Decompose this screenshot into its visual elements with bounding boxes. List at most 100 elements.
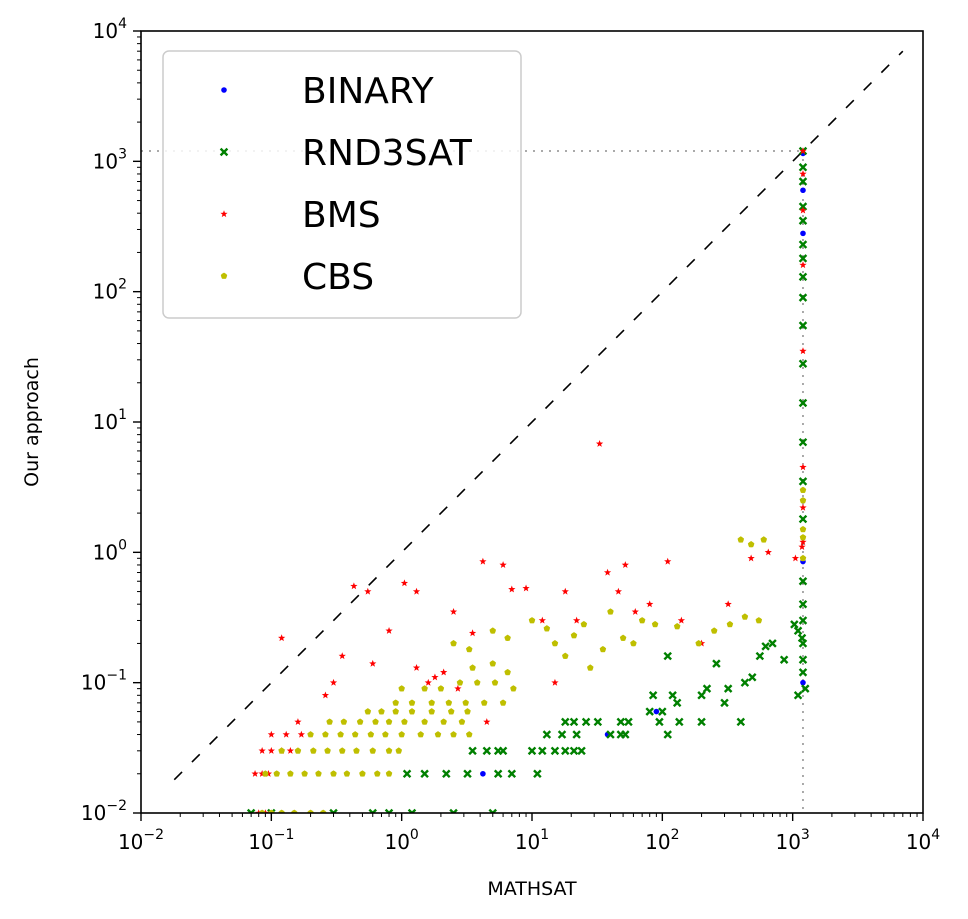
data-point-bms [798, 543, 806, 551]
data-point-bms [646, 600, 654, 608]
y-tick-label: 101 [93, 407, 127, 434]
data-point-rnd3sat [712, 659, 721, 668]
x-tick-label: 101 [515, 827, 549, 854]
data-point-rnd3sat [533, 769, 542, 779]
data-point-cbs [428, 699, 435, 706]
data-point-rnd3sat [736, 717, 746, 727]
data-point-cbs [395, 747, 402, 754]
data-point-cbs [504, 668, 511, 676]
data-point-cbs [421, 718, 428, 725]
data-point-cbs [382, 731, 389, 738]
data-point-rnd3sat [493, 769, 503, 779]
data-point-cbs [737, 536, 745, 543]
data-point-bms [412, 587, 421, 595]
data-point-bms [385, 627, 393, 634]
data-point-cbs [799, 554, 807, 562]
data-point-cbs [437, 685, 445, 692]
data-point-bms [440, 668, 448, 676]
data-point-cbs [755, 617, 763, 624]
data-point-cbs [799, 486, 807, 494]
data-point-rnd3sat [748, 673, 757, 682]
data-point-cbs [499, 699, 507, 706]
data-point-cbs [310, 747, 317, 754]
data-point-rnd3sat [329, 808, 338, 813]
data-point-bms [454, 684, 462, 692]
data-point-rnd3sat [538, 746, 547, 756]
data-point-cbs [385, 770, 393, 777]
y-tick-label: 100 [93, 537, 127, 564]
legend-label-cbs: CBS [302, 257, 374, 298]
legend: BINARY RND3SAT BMS CBS [162, 50, 522, 319]
data-point-cbs [551, 640, 559, 647]
data-point-rnd3sat [702, 684, 712, 693]
data-point-rnd3sat [606, 730, 615, 739]
data-point-bms [424, 678, 432, 686]
data-point-rnd3sat [798, 359, 808, 368]
data-point-rnd3sat [798, 655, 808, 664]
data-point-cbs [421, 685, 428, 692]
data-point-cbs [385, 718, 393, 725]
data-point-cbs [401, 718, 408, 725]
data-point-cbs [760, 536, 767, 543]
data-point-binary [800, 679, 806, 686]
data-point-rnd3sat [569, 717, 579, 727]
data-point-rnd3sat [569, 746, 579, 756]
data-point-cbs [392, 699, 399, 706]
data-point-bms [799, 206, 807, 214]
data-point-cbs [408, 708, 416, 715]
data-point-cbs [543, 625, 551, 632]
data-point-cbs [445, 699, 453, 706]
data-point-rnd3sat [482, 746, 492, 756]
data-point-cbs [356, 718, 364, 725]
data-point-rnd3sat [798, 437, 808, 447]
data-point-rnd3sat [402, 769, 412, 779]
data-point-bms [551, 678, 559, 686]
data-point-cbs [398, 685, 405, 692]
data-point-cbs [262, 770, 269, 777]
legend-marker-rnd3sat [219, 147, 229, 157]
data-point-rnd3sat [593, 717, 603, 727]
data-point-cbs [562, 652, 569, 659]
data-point-bms [267, 747, 275, 754]
data-point-rnd3sat [798, 163, 808, 172]
y-tick-label: 104 [93, 16, 127, 43]
x-tick-label: 10−1 [248, 827, 294, 854]
x-tick-label: 100 [384, 827, 418, 854]
data-point-bms [724, 600, 732, 608]
data-point-bms [595, 440, 604, 447]
data-point-rnd3sat [801, 684, 810, 693]
legend-marker-bms [220, 210, 228, 218]
data-point-rnd3sat [498, 746, 508, 756]
data-point-rnd3sat [527, 746, 537, 756]
data-point-cbs [580, 620, 588, 628]
y-axis-label: Our approach [21, 357, 43, 487]
data-point-cbs [326, 718, 333, 725]
data-point-cbs [359, 770, 366, 777]
data-point-bms [251, 769, 259, 777]
data-point-rnd3sat [798, 293, 808, 302]
data-point-rnd3sat [648, 691, 658, 700]
data-point-rnd3sat [779, 655, 789, 664]
data-point-bms [479, 557, 487, 565]
data-point-cbs [619, 634, 627, 641]
data-point-rnd3sat [798, 616, 808, 625]
data-point-cbs [447, 708, 455, 715]
data-point-rnd3sat [542, 730, 552, 739]
series-rnd3sat [246, 146, 810, 813]
data-point-cbs [428, 708, 435, 715]
data-point-cbs [474, 679, 481, 686]
data-point-rnd3sat [663, 651, 672, 661]
data-point-bms [508, 585, 516, 593]
data-point-cbs [450, 640, 457, 647]
data-point-bms [338, 652, 346, 660]
data-point-bms [282, 730, 290, 738]
data-point-rnd3sat [798, 398, 808, 408]
data-point-rnd3sat [798, 177, 808, 186]
data-point-cbs [294, 747, 302, 754]
data-point-cbs [315, 770, 322, 777]
y-tick-label: 10−1 [81, 668, 127, 695]
data-point-bms [799, 347, 807, 355]
data-point-rnd3sat [557, 730, 567, 739]
x-tick-label: 103 [775, 827, 809, 854]
data-point-cbs [466, 731, 473, 738]
